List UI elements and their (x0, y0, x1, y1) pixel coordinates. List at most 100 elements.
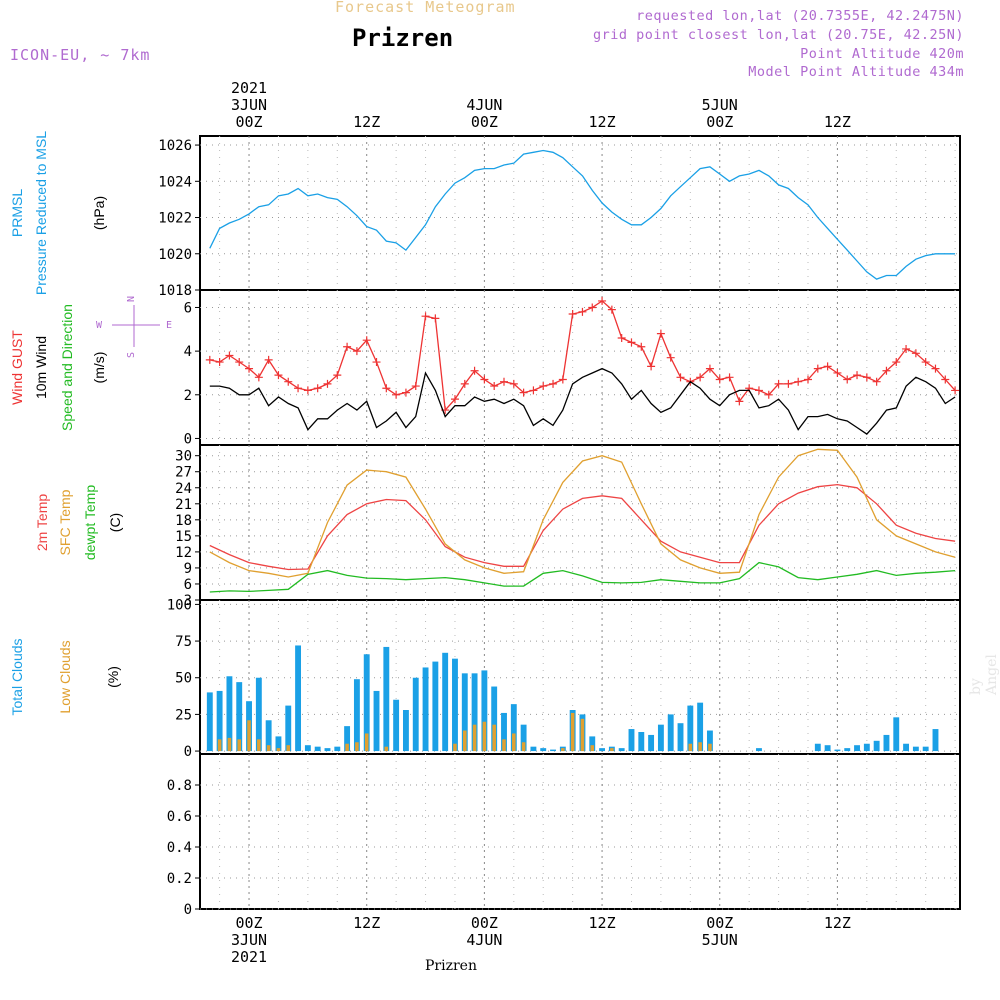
top-time-label: 00Z (706, 113, 733, 131)
wind-gust-point (921, 358, 930, 367)
wind-gust-point (529, 386, 538, 395)
wind-gust-point (343, 342, 352, 351)
clouds-bar-total_clouds (295, 645, 302, 752)
precip-y-tick-label: 0.4 (167, 840, 192, 856)
wind-gust-point (254, 373, 263, 382)
temp-y-tick-label: 9 (184, 561, 192, 577)
clouds-bar-total_clouds (285, 705, 292, 752)
wind-gust-point (411, 382, 420, 391)
temp-y-tick-label: 3 (184, 593, 192, 609)
clouds-bar-low_clouds (345, 743, 349, 752)
clouds-bar-low_clouds (708, 743, 712, 752)
temp-y-tick-label: 27 (175, 465, 192, 481)
top-time-label: 3JUN (231, 96, 267, 114)
wind-gust-point (911, 349, 920, 358)
clouds-bar-total_clouds (903, 743, 910, 752)
wind-gust-point (617, 334, 626, 343)
clouds-bar-total_clouds (471, 673, 478, 752)
wind-gust-point (401, 388, 410, 397)
clouds-bar-low_clouds (580, 718, 585, 752)
wind-gust-point (951, 386, 960, 395)
clouds-bar-total_clouds (589, 736, 596, 752)
wind-axis-label: 10m Wind (33, 336, 49, 399)
wind-gust-point (539, 382, 548, 391)
bottom-time-label: 12Z (589, 914, 616, 932)
temp-y-tick-label: 18 (175, 513, 192, 529)
clouds-bar-total_clouds (481, 670, 488, 752)
wind-panel (112, 289, 961, 446)
clouds-y-tick-label: 100 (167, 597, 192, 613)
clouds-bar-total_clouds (667, 714, 674, 752)
wind-gust-point (549, 379, 558, 388)
wind-gust-point (813, 364, 822, 373)
clouds-bar-total_clouds (510, 704, 517, 752)
clouds-bar-total_clouds (402, 710, 409, 752)
wind-gust-point (568, 310, 577, 319)
clouds-bar-total_clouds (932, 729, 939, 752)
pressure-y-tick-label: 1018 (158, 283, 192, 299)
clouds-bar-total_clouds (383, 646, 390, 752)
wind-gust-point (323, 379, 332, 388)
wind-gust-point (598, 296, 607, 305)
clouds-bar-low_clouds (247, 720, 251, 752)
wind-gust-point (519, 388, 528, 397)
wind-axis-label: Wind GUST (9, 330, 25, 405)
wind-gust-point (774, 379, 783, 388)
pressure-y-tick-label: 1026 (158, 138, 192, 154)
clouds-bar-total_clouds (922, 746, 929, 752)
clouds-bar-total_clouds (618, 748, 625, 752)
precip-panel (195, 753, 961, 910)
wind-gust-point (941, 375, 950, 384)
clouds-bar-total_clouds (363, 654, 370, 752)
wind-frame (199, 289, 961, 446)
wind-gust-point (715, 375, 724, 384)
wind-gust-point (647, 362, 656, 371)
clouds-bar-low_clouds (492, 724, 496, 752)
clouds-bar-total_clouds (834, 749, 841, 752)
pressure-axis-label: Pressure Reduced to MSL (33, 131, 49, 295)
wind-gust-point (637, 342, 646, 351)
wind-series-line (209, 367, 956, 435)
clouds-bar-total_clouds (814, 743, 821, 752)
clouds-bar-total_clouds (452, 658, 458, 752)
wind-gust-point (872, 377, 881, 386)
clouds-bar-total_clouds (314, 746, 321, 752)
wind-gust-point (931, 364, 940, 373)
wind-gust-point (804, 375, 812, 384)
pressure-panel (195, 135, 961, 291)
clouds-bar-total_clouds (756, 748, 762, 752)
wind-gust-point (882, 366, 891, 375)
clouds-bar-low_clouds (217, 739, 222, 752)
precip-y-tick-label: 0.6 (167, 809, 192, 825)
clouds-bar-total_clouds (883, 734, 890, 752)
clouds-bar-low_clouds (453, 743, 457, 752)
wind-y-tick-label: 0 (184, 431, 192, 447)
model-point-altitude: Model Point Altitude 434m (748, 64, 964, 80)
top-time-label: 2021 (231, 79, 267, 97)
wind-gust-point (392, 390, 401, 399)
bottom-time-label: 12Z (824, 914, 851, 932)
pressure-series-line (209, 149, 956, 280)
temp-panel (195, 444, 961, 601)
clouds-bar-total_clouds (373, 690, 380, 752)
wind-gust-point (735, 397, 744, 406)
wind-gust-point (764, 390, 773, 399)
clouds-axis-label: Total Clouds (9, 638, 25, 715)
clouds-bar-low_clouds (512, 733, 516, 752)
bottom-time-label: 12Z (353, 914, 380, 932)
clouds-bar-total_clouds (226, 676, 233, 752)
wind-gust-point (372, 358, 381, 367)
clouds-bar-total_clouds (334, 746, 341, 752)
clouds-bar-total_clouds (677, 723, 684, 752)
wind-gust-point (333, 371, 342, 380)
wind-gust-point (382, 384, 391, 393)
wind-gust-point (843, 375, 852, 384)
clouds-bar-total_clouds (863, 743, 870, 752)
top-time-label: 00Z (471, 113, 498, 131)
wind-gust-point (460, 379, 469, 388)
temp-axis-label: (C) (107, 513, 123, 532)
temp-y-tick-label: 15 (175, 529, 192, 545)
compass-west-label: W (96, 320, 103, 331)
clouds-bar-total_clouds (824, 745, 831, 752)
clouds-bar-total_clouds (706, 730, 713, 752)
